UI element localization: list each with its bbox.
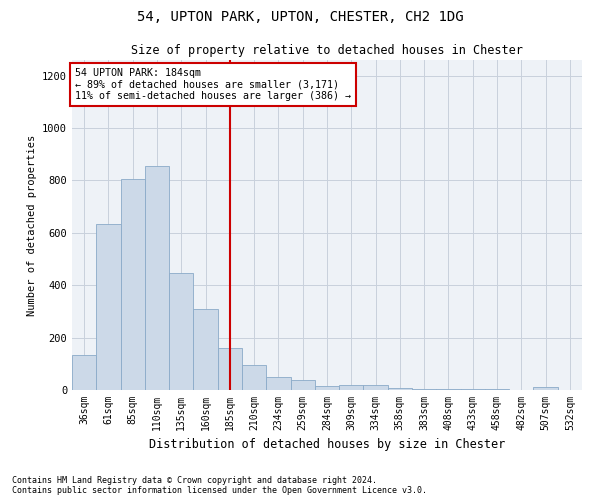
Bar <box>436 389 461 390</box>
Bar <box>364 386 388 390</box>
Bar <box>388 388 412 390</box>
Text: Contains HM Land Registry data © Crown copyright and database right 2024.
Contai: Contains HM Land Registry data © Crown c… <box>12 476 427 495</box>
Title: Size of property relative to detached houses in Chester: Size of property relative to detached ho… <box>131 44 523 58</box>
Bar <box>169 274 193 390</box>
Bar <box>290 380 315 390</box>
Text: 54, UPTON PARK, UPTON, CHESTER, CH2 1DG: 54, UPTON PARK, UPTON, CHESTER, CH2 1DG <box>137 10 463 24</box>
Bar <box>412 388 436 390</box>
Bar <box>121 179 145 390</box>
Bar <box>242 365 266 390</box>
Bar <box>193 309 218 390</box>
Y-axis label: Number of detached properties: Number of detached properties <box>26 134 37 316</box>
Bar <box>96 224 121 390</box>
Bar <box>315 386 339 390</box>
Bar <box>533 387 558 390</box>
Bar <box>266 377 290 390</box>
Bar <box>339 385 364 390</box>
Bar <box>72 354 96 390</box>
Bar <box>218 348 242 390</box>
Text: 54 UPTON PARK: 184sqm
← 89% of detached houses are smaller (3,171)
11% of semi-d: 54 UPTON PARK: 184sqm ← 89% of detached … <box>74 68 350 102</box>
Bar <box>145 166 169 390</box>
X-axis label: Distribution of detached houses by size in Chester: Distribution of detached houses by size … <box>149 438 505 452</box>
